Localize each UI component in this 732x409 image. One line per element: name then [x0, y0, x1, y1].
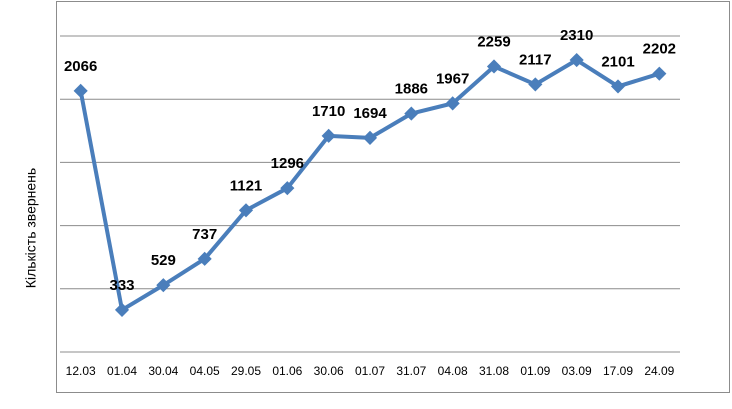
data-label: 2066	[64, 58, 97, 75]
data-label: 2259	[477, 33, 510, 50]
data-label: 2101	[601, 53, 634, 70]
data-line	[78, 58, 660, 312]
y-axis-label: Кількість звернень	[23, 168, 39, 288]
x-tick-label: 30.06	[314, 364, 344, 378]
data-label: 2310	[560, 27, 593, 44]
x-tick-label: 30.04	[148, 364, 178, 378]
data-marker	[73, 83, 88, 98]
data-marker	[528, 77, 543, 92]
data-label: 333	[109, 277, 134, 294]
data-label: 2202	[643, 41, 676, 58]
x-tick-label: 31.08	[479, 364, 509, 378]
data-label: 1967	[436, 70, 469, 87]
data-marker	[569, 52, 584, 68]
data-label: 2117	[519, 51, 552, 68]
data-marker	[362, 130, 378, 145]
data-label: 1710	[312, 103, 345, 120]
data-marker	[652, 66, 667, 81]
chart-frame	[56, 1, 730, 393]
x-tick-label: 31.07	[396, 364, 426, 378]
x-tick-label: 12.03	[66, 364, 96, 378]
x-tick-label: 03.09	[562, 364, 592, 378]
data-label: 1296	[271, 155, 304, 172]
x-tick-label: 04.05	[190, 364, 220, 378]
data-marker	[280, 181, 295, 196]
data-label: 1121	[230, 177, 263, 194]
x-tick-label: 04.08	[438, 364, 468, 378]
x-tick-label: 24.09	[644, 364, 674, 378]
data-marker	[114, 302, 130, 317]
x-tick-label: 01.04	[107, 364, 137, 378]
data-marker	[486, 59, 502, 74]
data-marker	[156, 278, 171, 293]
x-tick-label: 29.05	[231, 364, 261, 378]
x-tick-label: 17.09	[603, 364, 633, 378]
data-marker	[445, 96, 460, 111]
data-marker	[321, 128, 336, 143]
data-label: 737	[192, 226, 217, 243]
data-marker	[197, 251, 212, 266]
data-marker	[404, 106, 419, 121]
data-marker	[238, 203, 254, 218]
data-marker	[610, 79, 626, 94]
x-tick-label: 01.09	[520, 364, 550, 378]
x-tick-label: 01.06	[272, 364, 302, 378]
data-label: 1694	[353, 105, 387, 122]
data-label: 529	[151, 252, 176, 269]
data-label: 1886	[395, 81, 428, 98]
x-tick-label: 01.07	[355, 364, 385, 378]
